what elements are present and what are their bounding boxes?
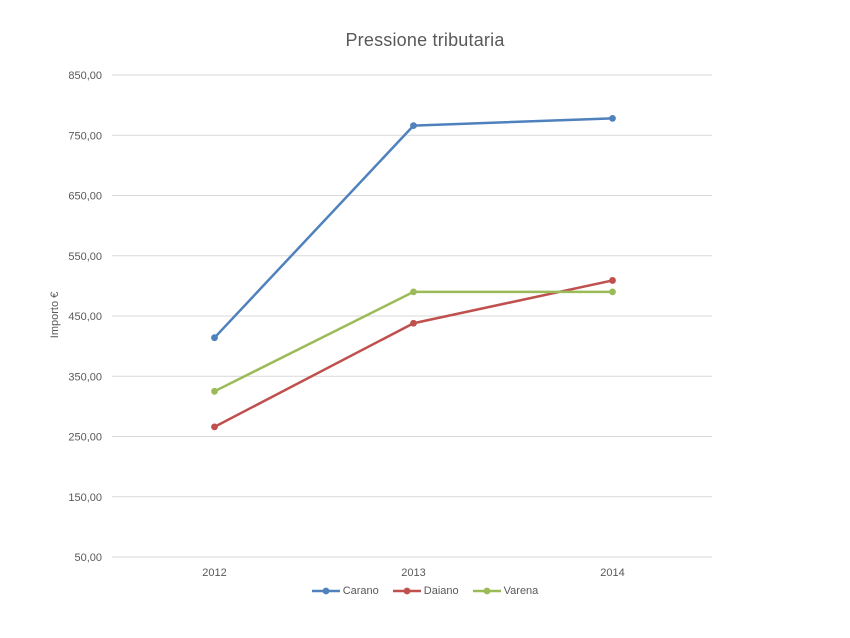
data-point-varena-2014 [609, 288, 616, 296]
data-point-carano-2014 [609, 114, 616, 122]
series-line-carano [213, 117, 613, 339]
x-tick-label: 2012 [202, 567, 226, 579]
data-point-varena-2013 [410, 288, 417, 296]
legend-item-carano: Carano [311, 585, 379, 597]
legend-marker-varena [472, 587, 501, 595]
legend: Carano Daiano Varena [0, 585, 850, 597]
y-tick-label: 750,00 [68, 130, 102, 142]
data-point-carano-2012 [211, 334, 218, 342]
data-point-daiano-2014 [609, 277, 616, 284]
y-tick-label: 650,00 [68, 191, 102, 203]
y-tick-label: 50,00 [74, 552, 102, 564]
legend-label-carano: Carano [342, 585, 379, 597]
chart-title: Pressione tributaria [345, 30, 505, 50]
legend-label-daiano: Daiano [423, 585, 459, 597]
x-tick-label: 2013 [401, 567, 425, 579]
data-point-carano-2013 [410, 122, 417, 130]
legend-item-daiano: Daiano [392, 585, 459, 597]
y-tick-label: 450,00 [68, 311, 102, 323]
legend-item-varena: Varena [472, 585, 539, 597]
y-tick-label: 250,00 [68, 432, 102, 444]
legend-label-varena: Varena [503, 585, 539, 597]
legend-marker-carano [311, 587, 340, 595]
y-tick-label: 350,00 [68, 371, 102, 383]
y-tick-label: 150,00 [68, 492, 102, 504]
y-tick-label: 850,00 [68, 70, 102, 82]
data-point-varena-2012 [211, 387, 218, 395]
legend-marker-daiano [392, 587, 421, 595]
series-line-daiano [213, 279, 613, 428]
data-point-daiano-2012 [211, 423, 218, 431]
data-point-daiano-2013 [410, 319, 417, 327]
x-tick-label: 2014 [600, 567, 624, 579]
y-tick-label: 550,00 [68, 251, 102, 263]
